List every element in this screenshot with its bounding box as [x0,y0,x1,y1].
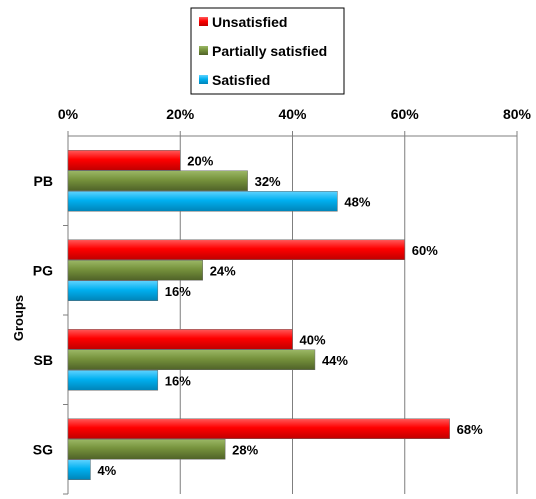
y-axis-title: Groups [11,295,26,341]
data-label: 48% [344,194,370,209]
bar-satisfied [67,370,159,391]
legend-label-satisfied: Satisfied [212,72,270,88]
data-label: 16% [165,284,191,299]
data-label: 68% [457,422,483,437]
data-label: 16% [165,373,191,388]
data-label: 24% [210,263,236,278]
data-labels: 20% 32% 48% 60% 24% 16% 40% 44% 16% 68% 28% 4% [97,153,483,478]
bar-partially-satisfied [67,439,226,460]
bar-unsatisfied [67,239,405,260]
data-label: 44% [322,353,348,368]
x-tick-label: 80% [503,106,532,122]
x-tick-label: 40% [278,106,307,122]
data-label: 4% [97,463,116,478]
bar-unsatisfied [67,150,181,171]
x-tick-label: 20% [166,106,195,122]
data-label: 60% [412,243,438,258]
category-label: PB [34,173,53,189]
legend-label-unsatisfied: Unsatisfied [212,14,287,30]
data-label: 40% [300,332,326,347]
bar-satisfied [67,191,338,212]
x-tick-label: 60% [391,106,420,122]
bar-partially-satisfied [67,170,248,191]
data-label: 32% [255,174,281,189]
category-label: SB [34,352,53,368]
data-label: 28% [232,442,258,457]
legend: Unsatisfied Partially satisfied Satisfie… [190,7,345,95]
bar-unsatisfied [67,418,450,439]
x-tick-label: 0% [58,106,79,122]
legend-label-partially-satisfied: Partially satisfied [212,43,327,59]
data-label: 20% [187,153,213,168]
legend-swatch-partially-satisfied [199,46,208,55]
bars [67,150,450,480]
category-label: PG [33,262,53,278]
legend-border [190,7,345,95]
bar-satisfied [67,280,159,301]
bar-partially-satisfied [67,260,203,281]
bar-unsatisfied [67,329,293,350]
bar-partially-satisfied [67,349,316,370]
legend-swatch-satisfied [199,75,208,84]
legend-swatch-unsatisfied [199,17,208,26]
category-label: SG [33,441,53,457]
bar-satisfied [67,459,91,480]
